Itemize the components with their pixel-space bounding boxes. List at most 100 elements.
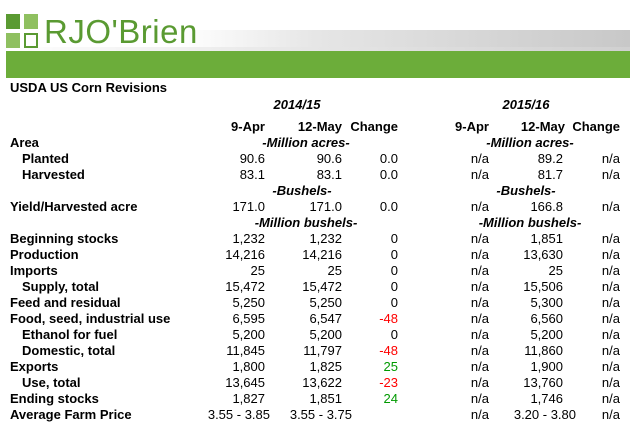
cell-feed-c1: 5,250 [232, 295, 265, 310]
cell-beginning-c3: 0 [390, 231, 398, 246]
cell-planted-c1: 90.6 [239, 151, 265, 166]
cell-imports-c2: 25 [327, 263, 342, 278]
cell-imports-c4: n/a [470, 263, 489, 278]
cell-production-c1: 14,216 [225, 247, 265, 262]
header-banner: RJO'Brien [0, 0, 630, 78]
row-label-harvested: Harvested [22, 167, 85, 182]
cell-yield-c4: n/a [470, 199, 489, 214]
cell-ethanol-c6: n/a [601, 327, 620, 342]
cell-harvested-c3: 0.0 [379, 167, 398, 182]
cell-imports-c1: 25 [250, 263, 265, 278]
cell-fsi-c5: 6,560 [530, 311, 563, 326]
cell-harvested-c2: 83.1 [316, 167, 342, 182]
cell-ethanol-c3: 0 [390, 327, 398, 342]
cell-harvested-c4: n/a [470, 167, 489, 182]
cell-planted-c5: 89.2 [537, 151, 563, 166]
cell-domestic-c4: n/a [470, 343, 489, 358]
cell-harvested-c5: 81.7 [537, 167, 563, 182]
rjobrien-logo-icon [6, 14, 38, 48]
col-header-apr-1415: 9-Apr [231, 119, 265, 134]
cell-feed-c2: 5,250 [309, 295, 342, 310]
cell-ethanol-c2: 5,200 [309, 327, 342, 342]
cell-production-c2: 14,216 [302, 247, 342, 262]
row-label-ending-stocks: Ending stocks [10, 391, 99, 406]
cell-yield-c1: 171.0 [232, 199, 265, 214]
cell-production-c3: 0 [390, 247, 398, 262]
cell-yield-c2: 171.0 [309, 199, 342, 214]
row-label-domestic-total: Domestic, total [22, 343, 116, 358]
row-label-feed-residual: Feed and residual [10, 295, 121, 310]
table-title: USDA US Corn Revisions [10, 80, 167, 95]
cell-exports-c2: 1,825 [309, 359, 342, 374]
cell-exports-c5: 1,900 [530, 359, 563, 374]
cell-production-c4: n/a [470, 247, 489, 262]
row-label-planted: Planted [22, 151, 69, 166]
unit-label-mbushels-1415: -Million bushels- [254, 215, 358, 230]
cell-fsi-c4: n/a [470, 311, 489, 326]
cell-use-c5: 13,760 [523, 375, 563, 390]
cell-harvested-c6: n/a [601, 167, 620, 182]
cell-use-c6: n/a [601, 375, 620, 390]
cell-planted-c6: n/a [601, 151, 620, 166]
cell-use-c2: 13,622 [302, 375, 342, 390]
cell-planted-c4: n/a [470, 151, 489, 166]
brand-name: RJO'Brien [44, 13, 198, 50]
col-header-change-1415: Change [350, 119, 398, 134]
year-header-2015: 2015/16 [502, 97, 550, 112]
year-header-2014: 2014/15 [273, 97, 321, 112]
cell-yield-c3: 0.0 [379, 199, 398, 214]
row-label-beginning-stocks: Beginning stocks [10, 231, 119, 246]
cell-use-c1: 13,645 [225, 375, 265, 390]
cell-imports-c5: 25 [548, 263, 563, 278]
cell-ending-c1: 1,827 [232, 391, 265, 406]
unit-label-acres-1415: -Million acres- [262, 135, 350, 150]
col-header-apr-1516: 9-Apr [455, 119, 489, 134]
unit-label-acres-1516: -Million acres- [486, 135, 574, 150]
cell-production-c5: 13,630 [523, 247, 563, 262]
cell-feed-c6: n/a [601, 295, 620, 310]
cell-planted-c2: 90.6 [316, 151, 342, 166]
cell-domestic-c1: 11,845 [226, 343, 265, 358]
cell-exports-c1: 1,800 [232, 359, 265, 374]
cell-imports-c3: 0 [390, 263, 398, 278]
row-label-ethanol: Ethanol for fuel [22, 327, 118, 342]
cell-production-c6: n/a [601, 247, 620, 262]
cell-price-c1: 3.55 - 3.85 [207, 407, 270, 422]
row-label-production: Production [10, 247, 79, 262]
cell-harvested-c1: 83.1 [239, 167, 265, 182]
unit-label-bushels-1415: -Bushels- [272, 183, 332, 198]
cell-price-c2: 3.55 - 3.75 [289, 407, 352, 422]
cell-fsi-c1: 6,595 [232, 311, 265, 326]
cell-ending-c6: n/a [601, 391, 620, 406]
cell-supply-c2: 15,472 [302, 279, 342, 294]
cell-exports-c6: n/a [601, 359, 620, 374]
cell-fsi-c6: n/a [601, 311, 620, 326]
col-header-may-1415: 12-May [297, 119, 342, 134]
cell-feed-c3: 0 [390, 295, 398, 310]
row-label-yield: Yield/Harvested acre [10, 199, 138, 214]
col-header-may-1516: 12-May [520, 119, 565, 134]
cell-beginning-c1: 1,232 [232, 231, 265, 246]
cell-supply-c5: 15,506 [523, 279, 563, 294]
cell-ethanol-c1: 5,200 [232, 327, 265, 342]
cell-feed-c4: n/a [470, 295, 489, 310]
header-green-bar [6, 51, 630, 78]
cell-domestic-c5: 11,860 [524, 343, 563, 358]
cell-yield-c6: n/a [601, 199, 620, 214]
cell-supply-c4: n/a [470, 279, 489, 294]
cell-domestic-c6: n/a [601, 343, 620, 358]
cell-fsi-c2: 6,547 [309, 311, 342, 326]
cell-ending-c5: 1,746 [530, 391, 563, 406]
cell-exports-c3: 25 [383, 359, 398, 374]
cell-ending-c4: n/a [470, 391, 489, 406]
cell-price-c6: n/a [601, 407, 620, 422]
cell-supply-c6: n/a [601, 279, 620, 294]
row-label-area: Area [10, 135, 39, 150]
cell-feed-c5: 5,300 [530, 295, 563, 310]
row-label-avg-farm-price: Average Farm Price [10, 407, 132, 422]
cell-domestic-c2: 11,797 [303, 343, 342, 358]
cell-ending-c2: 1,851 [309, 391, 342, 406]
header-gradient-band [180, 30, 630, 50]
unit-label-bushels-1516: -Bushels- [496, 183, 556, 198]
cell-imports-c6: n/a [601, 263, 620, 278]
